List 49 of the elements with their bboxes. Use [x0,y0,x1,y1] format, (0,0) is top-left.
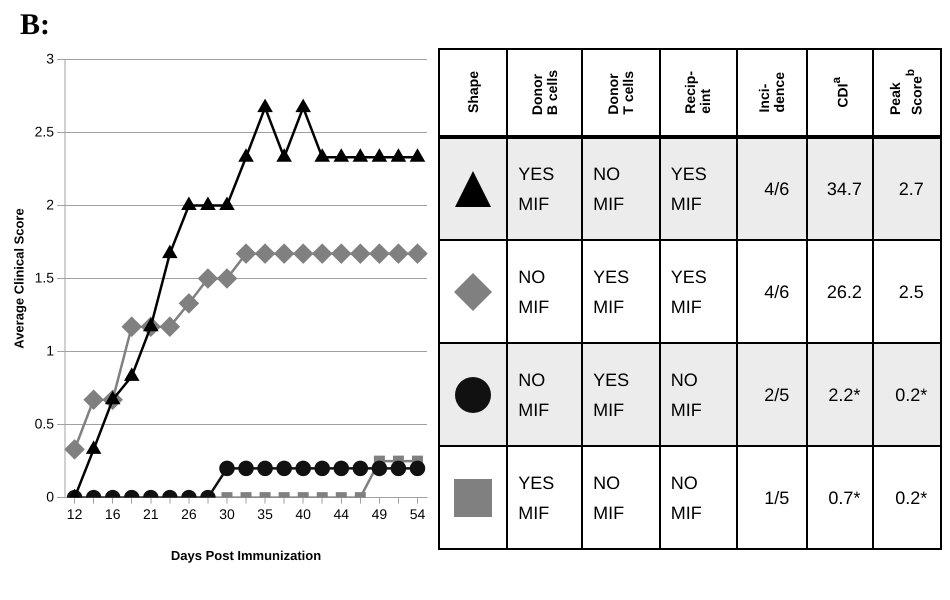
x-tick-label: 40 [295,506,312,522]
text: 4/6 [737,137,808,240]
text: 26.2 [807,240,873,343]
text: 34.7 [807,137,873,240]
text: Inci- dence [756,72,788,113]
y-tick-label: 2 [46,196,54,212]
text: 4/6 [737,240,808,343]
y-tick-label: 0.5 [34,415,54,432]
text: YES MIF [507,137,582,240]
text: YES MIF [660,137,738,240]
y-tick-label: 1.5 [34,269,54,286]
text: Shape [464,71,481,114]
y-axis-title: Average Clinical Score [11,208,26,349]
y-tick-label: 2.5 [34,123,54,140]
x-tick-label: 35 [257,506,274,522]
text: 0.2* [872,343,941,446]
text: NO MIF [507,240,582,343]
text: 2/5 [737,343,808,446]
x-tick-label: 21 [142,506,159,522]
text: NO MIF [660,343,738,446]
x-tick-label: 26 [181,506,197,522]
text: 0.2* [872,446,941,549]
y-tick-label: 1 [46,342,54,358]
text: NO MIF [660,446,738,549]
text: Donor T cells [604,70,636,114]
x-tick-label: 30 [219,506,235,522]
text: Recip- eint [682,71,714,114]
x-tick-label: 54 [410,506,426,522]
text: NO MIF [582,446,660,549]
text: 2.7 [872,137,941,240]
text: 0.7* [807,446,873,549]
text: YES MIF [582,343,660,446]
text: YES MIF [660,240,738,343]
text: YES MIF [582,240,660,343]
x-axis-title: Days Post Immunization [170,548,322,563]
text: NO MIF [582,137,660,240]
x-tick-label: 16 [104,506,121,522]
y-tick-label: 0 [46,488,54,504]
y-tick-label: 3 [46,50,54,66]
text: Donor B cells [528,70,560,116]
text: NO MIF [507,343,582,446]
x-tick-label: 44 [333,506,350,522]
text: 1/5 [737,446,808,549]
chart-title: B: [19,8,51,43]
text: YES MIF [507,446,582,549]
x-tick-label: 49 [372,506,388,522]
text: 2.2* [807,343,873,446]
text: 2.5 [872,240,941,343]
x-tick-label: 12 [66,506,83,522]
